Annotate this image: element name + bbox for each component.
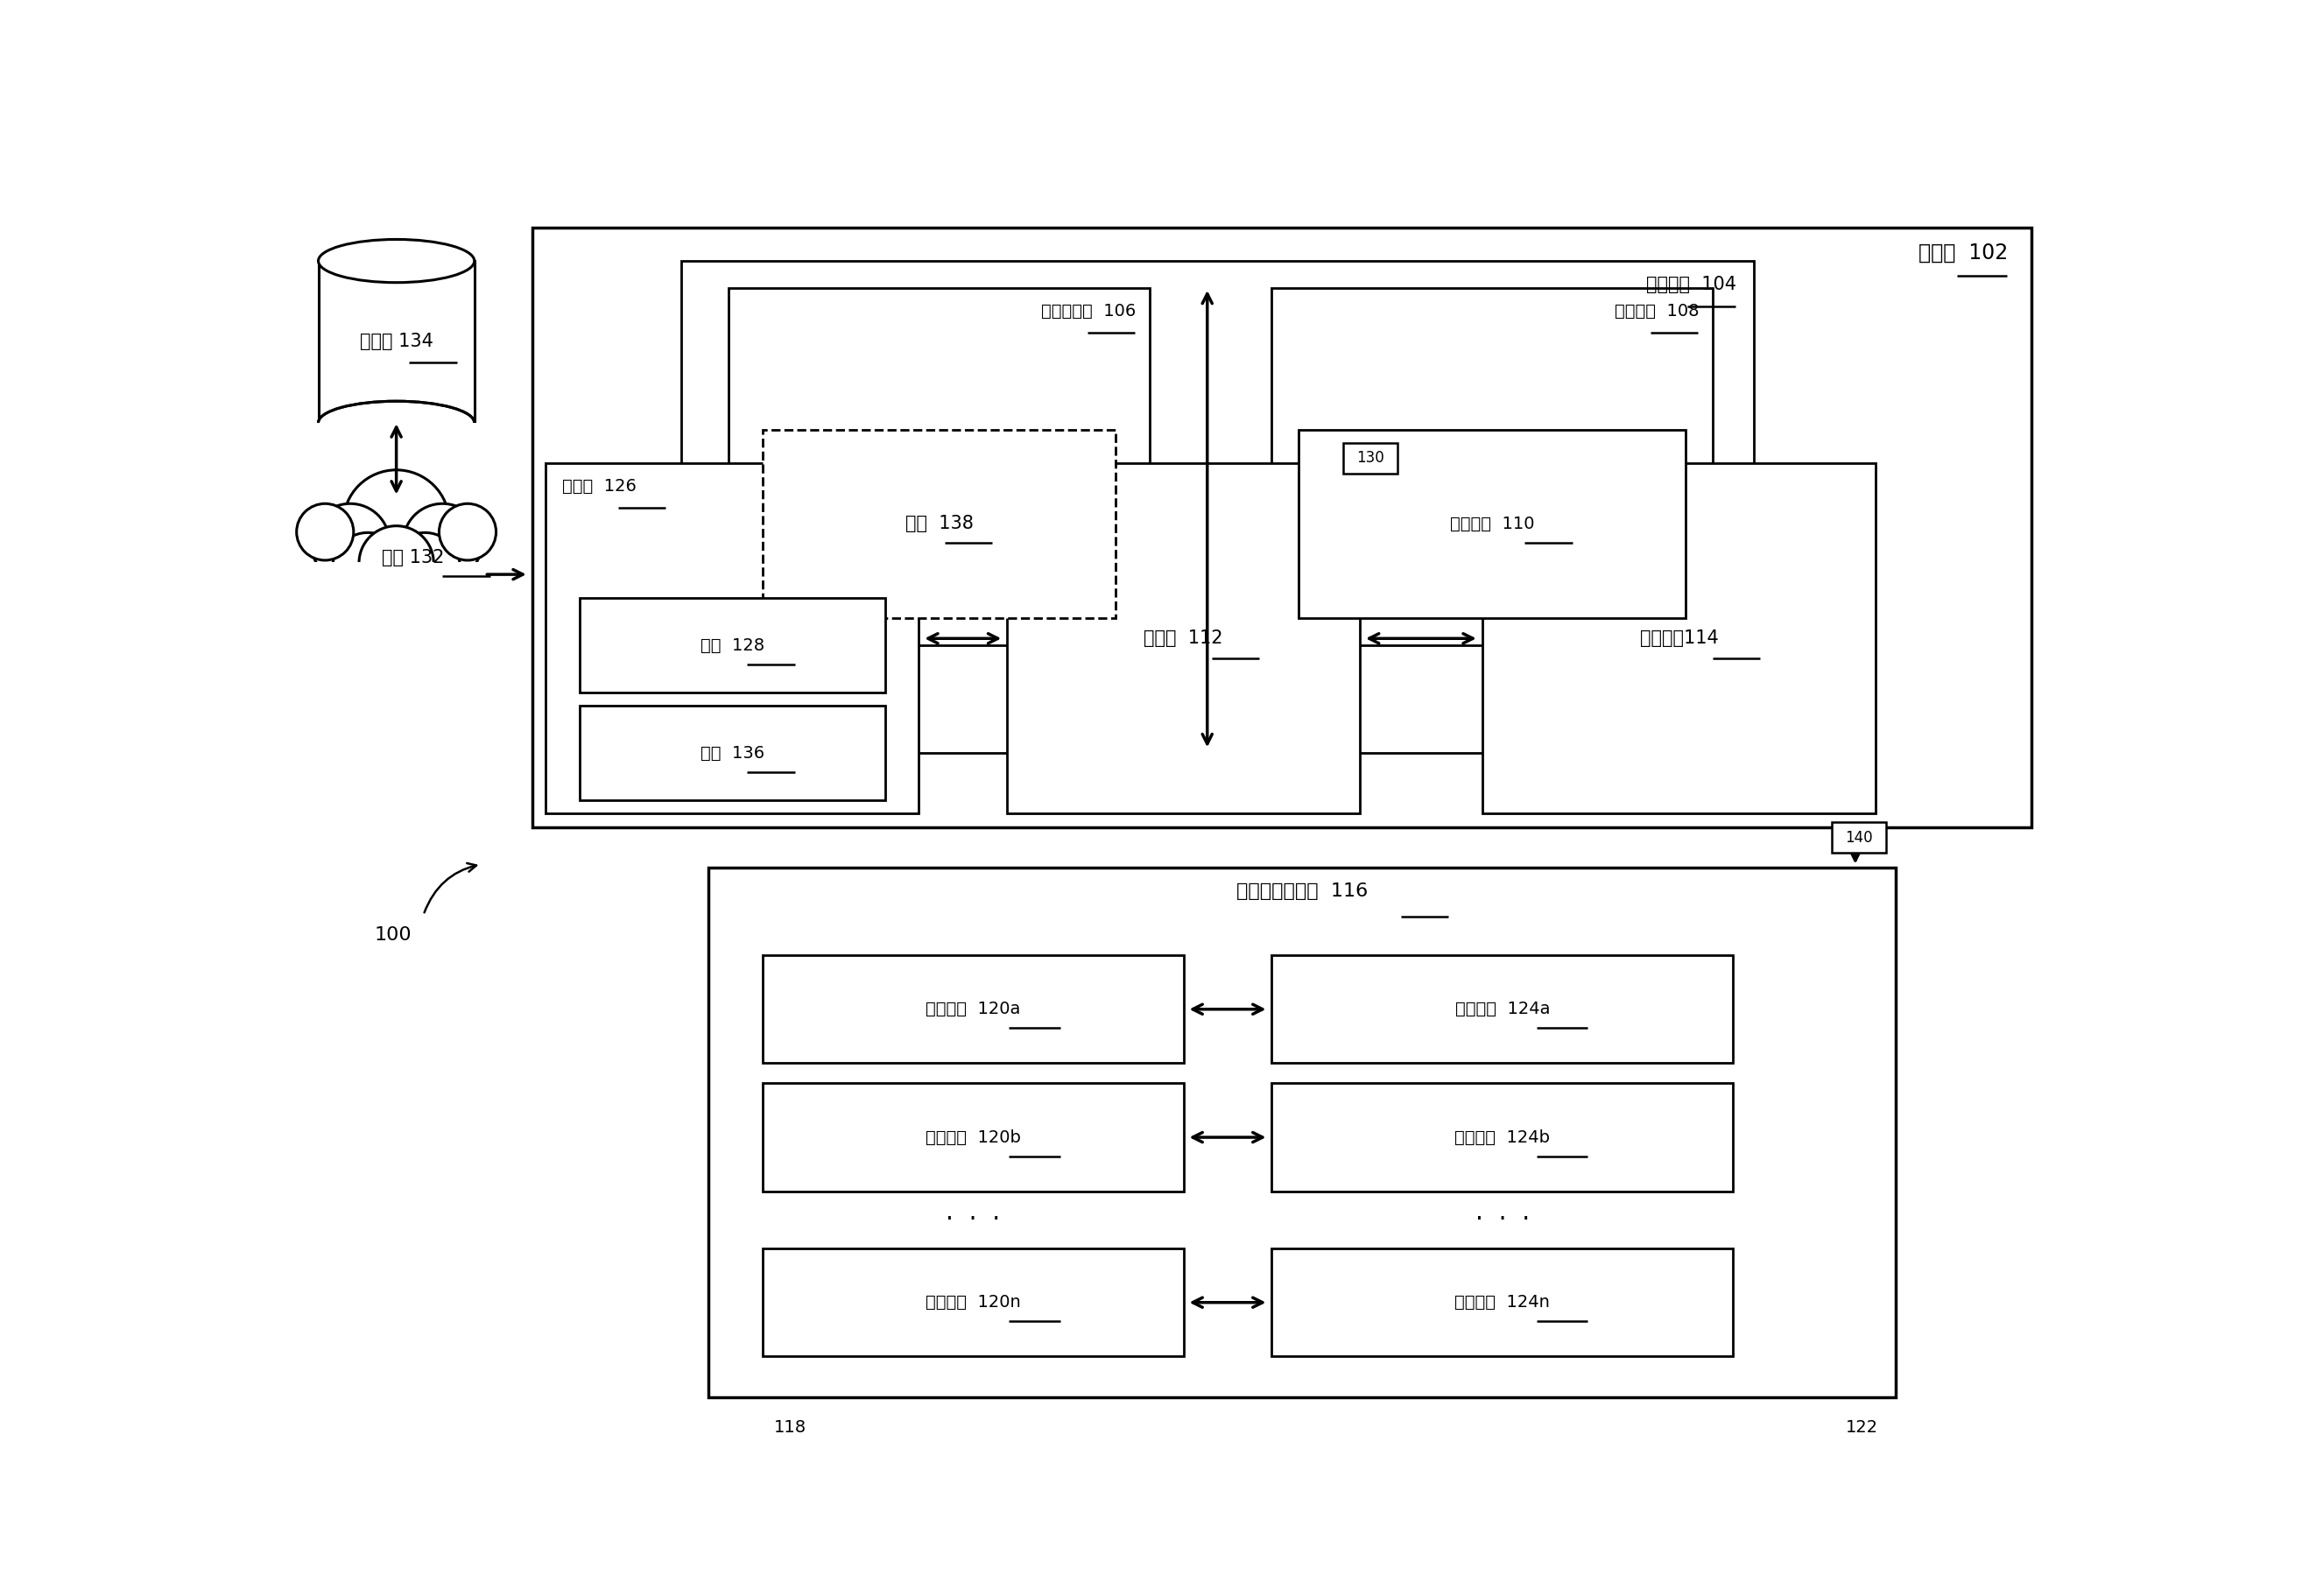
Text: ·  ·  ·: · · · (946, 1208, 1001, 1232)
Bar (580, 598, 884, 693)
Text: 计算机  102: 计算机 102 (1918, 243, 2007, 263)
Text: 118: 118 (773, 1419, 806, 1435)
Text: 计算操作  110: 计算操作 110 (1450, 516, 1535, 531)
Text: 量子比特  120n: 量子比特 120n (925, 1294, 1020, 1310)
Bar (1298, 429, 1685, 618)
Bar (709, 868, 1897, 1396)
Text: ·  ·  ·: · · · (1476, 1208, 1529, 1232)
Bar (318, 262, 474, 423)
Text: 100: 100 (375, 926, 412, 943)
Text: 量子接口114: 量子接口114 (1639, 630, 1717, 648)
Text: 偏置设备  124b: 偏置设备 124b (1455, 1128, 1549, 1146)
Text: 偏置设备  124a: 偏置设备 124a (1455, 1001, 1549, 1018)
Bar (1271, 1248, 1733, 1357)
Bar (762, 429, 1116, 618)
Text: 数据源 134: 数据源 134 (359, 334, 433, 351)
Bar (762, 1248, 1183, 1357)
Bar (1271, 1084, 1733, 1191)
Circle shape (440, 504, 497, 560)
Text: 122: 122 (1846, 1419, 1878, 1435)
Ellipse shape (318, 239, 474, 282)
Bar (1271, 287, 1713, 645)
Bar (532, 227, 2033, 827)
Text: 事件  138: 事件 138 (905, 516, 974, 533)
Circle shape (389, 533, 460, 603)
Text: 量子比特  120a: 量子比特 120a (925, 1001, 1020, 1018)
Text: 130: 130 (1356, 450, 1384, 466)
Text: 量子比特  120b: 量子比特 120b (925, 1128, 1020, 1146)
Text: 140: 140 (1844, 830, 1872, 846)
Bar (315, 423, 479, 448)
Circle shape (359, 527, 433, 600)
Text: 网络 132: 网络 132 (382, 549, 444, 567)
Text: 偏置设备  124n: 偏置设备 124n (1455, 1294, 1549, 1310)
Text: 软件服务  108: 软件服务 108 (1614, 303, 1699, 319)
Bar (295, 562, 497, 608)
Bar (1832, 822, 1885, 852)
Circle shape (297, 504, 355, 560)
Bar (1006, 463, 1360, 814)
Circle shape (331, 533, 403, 603)
Text: 处理器  112: 处理器 112 (1144, 630, 1222, 648)
Circle shape (343, 469, 449, 575)
Bar (762, 1084, 1183, 1191)
Bar (730, 287, 1149, 645)
Bar (762, 956, 1183, 1063)
Text: 量子计算子系统  116: 量子计算子系统 116 (1236, 883, 1367, 900)
Circle shape (311, 504, 389, 583)
Text: 模型  136: 模型 136 (700, 745, 764, 761)
Bar (681, 262, 1754, 753)
Bar (580, 705, 884, 800)
Text: 事件检测器  106: 事件检测器 106 (1041, 303, 1135, 319)
Bar (1482, 463, 1876, 814)
Text: 映射  128: 映射 128 (700, 637, 764, 653)
Text: 计算环境  104: 计算环境 104 (1646, 276, 1736, 294)
Bar (546, 463, 918, 814)
Ellipse shape (318, 401, 474, 444)
Bar (1342, 444, 1397, 474)
Circle shape (403, 504, 481, 583)
Bar (1271, 956, 1733, 1063)
Text: 存储器  126: 存储器 126 (562, 479, 638, 495)
